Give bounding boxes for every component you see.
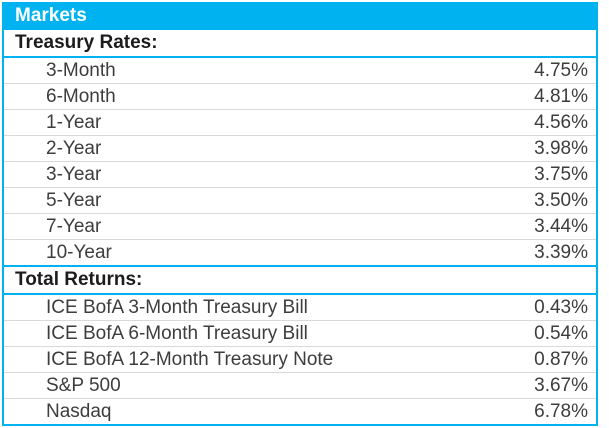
row-value: 3.44% [534,215,588,237]
table-row-nasdaq: Nasdaq 6.78% [4,398,596,424]
table-row-7-year: 7-Year 3.44% [4,213,596,239]
table-row-6-month: 6-Month 4.81% [4,83,596,109]
table-row-ice-bofa-12-month: ICE BofA 12-Month Treasury Note 0.87% [4,346,596,372]
row-label: 7-Year [46,215,102,237]
section-label: Treasury Rates: [15,32,158,53]
row-value: 4.81% [534,85,588,107]
row-value: 0.54% [534,322,588,344]
row-label: 5-Year [46,189,102,211]
table-row-1-year: 1-Year 4.56% [4,109,596,135]
table-row-ice-bofa-3-month: ICE BofA 3-Month Treasury Bill 0.43% [4,295,596,320]
row-label: 6-Month [46,85,116,107]
row-label: 3-Year [46,163,102,185]
row-value: 3.39% [534,241,588,263]
row-value: 3.50% [534,189,588,211]
row-label: Nasdaq [46,400,112,422]
table-row-ice-bofa-6-month: ICE BofA 6-Month Treasury Bill 0.54% [4,320,596,346]
row-label: 10-Year [46,241,112,263]
row-value: 3.75% [534,163,588,185]
table-row-3-year: 3-Year 3.75% [4,161,596,187]
row-value: 0.87% [534,348,588,370]
table-title: Markets [15,5,87,26]
row-label: ICE BofA 12-Month Treasury Note [46,348,334,370]
table-row-3-month: 3-Month 4.75% [4,58,596,83]
markets-table: Markets Treasury Rates: 3-Month 4.75% 6-… [2,2,598,426]
section-header-total-returns: Total Returns: [4,265,596,295]
section-label: Total Returns: [15,269,143,290]
row-label: 1-Year [46,111,102,133]
row-label: 3-Month [46,59,116,81]
row-label: ICE BofA 6-Month Treasury Bill [46,322,308,344]
table-row-2-year: 2-Year 3.98% [4,135,596,161]
row-label: S&P 500 [46,374,121,396]
row-label: ICE BofA 3-Month Treasury Bill [46,296,308,318]
table-row-5-year: 5-Year 3.50% [4,187,596,213]
row-value: 4.75% [534,59,588,81]
table-row-10-year: 10-Year 3.39% [4,239,596,265]
row-value: 3.67% [534,374,588,396]
row-value: 0.43% [534,296,588,318]
table-row-sp-500: S&P 500 3.67% [4,372,596,398]
row-value: 3.98% [534,137,588,159]
row-value: 4.56% [534,111,588,133]
row-value: 6.78% [534,400,588,422]
row-label: 2-Year [46,137,102,159]
section-header-treasury-rates: Treasury Rates: [4,30,596,58]
table-title-bar: Markets [4,2,596,30]
